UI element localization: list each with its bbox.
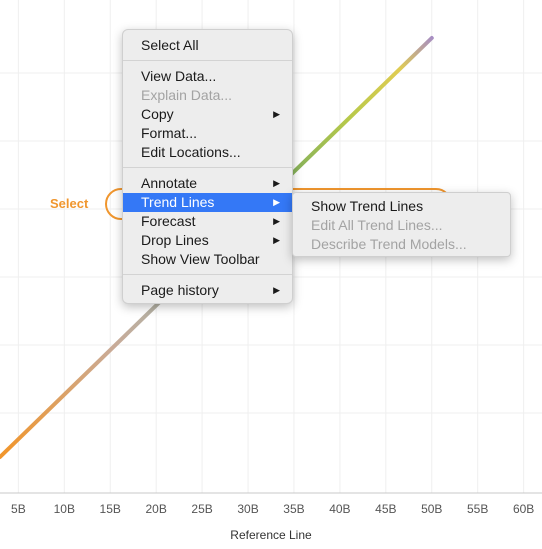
menu-item-show-trend-lines[interactable]: Show Trend Lines	[293, 197, 510, 216]
menu-item-label: Describe Trend Models...	[311, 236, 467, 252]
menu-item-label: Show View Toolbar	[141, 251, 260, 267]
x-axis-title: Reference Line	[230, 528, 312, 542]
x-tick-label: 5B	[11, 502, 26, 516]
menu-item-label: Copy	[141, 106, 174, 122]
menu-item-label: Page history	[141, 282, 219, 298]
menu-item-page-history[interactable]: Page history ▶	[123, 281, 292, 300]
menu-item-label: Forecast	[141, 213, 196, 229]
context-menu: Select All View Data... Explain Data... …	[122, 29, 293, 304]
menu-separator	[123, 60, 292, 61]
menu-item-copy[interactable]: Copy ▶	[123, 105, 292, 124]
submenu-arrow-icon: ▶	[273, 178, 280, 188]
submenu-arrow-icon: ▶	[273, 235, 280, 245]
x-tick-label: 45B	[375, 502, 397, 516]
x-tick-label: 15B	[99, 502, 121, 516]
menu-item-label: Edit Locations...	[141, 144, 241, 160]
trend-lines-submenu: Show Trend Lines Edit All Trend Lines...…	[292, 192, 511, 257]
select-callout-label: Select	[50, 196, 89, 211]
menu-item-format[interactable]: Format...	[123, 124, 292, 143]
x-tick-label: 40B	[329, 502, 351, 516]
submenu-arrow-icon: ▶	[273, 285, 280, 295]
submenu-arrow-icon: ▶	[273, 216, 280, 226]
menu-item-drop-lines[interactable]: Drop Lines ▶	[123, 231, 292, 250]
x-tick-label: 25B	[191, 502, 213, 516]
menu-item-trend-lines[interactable]: Trend Lines ▶	[123, 193, 292, 212]
menu-item-label: Annotate	[141, 175, 198, 191]
x-tick-label: 55B	[467, 502, 489, 516]
submenu-arrow-icon: ▶	[273, 109, 280, 119]
menu-item-label: Edit All Trend Lines...	[311, 217, 443, 233]
menu-item-label: Select All	[141, 37, 199, 53]
menu-item-view-data[interactable]: View Data...	[123, 67, 292, 86]
menu-item-label: Format...	[141, 125, 198, 141]
menu-item-explain-data: Explain Data...	[123, 86, 292, 105]
menu-separator	[123, 274, 292, 275]
menu-item-label: Trend Lines	[141, 194, 215, 210]
menu-item-show-view-toolbar[interactable]: Show View Toolbar	[123, 250, 292, 269]
menu-item-annotate[interactable]: Annotate ▶	[123, 174, 292, 193]
menu-item-label: Drop Lines	[141, 232, 209, 248]
x-tick-label: 10B	[53, 502, 75, 516]
menu-item-select-all[interactable]: Select All	[123, 36, 292, 55]
x-tick-label: 20B	[145, 502, 167, 516]
menu-item-forecast[interactable]: Forecast ▶	[123, 212, 292, 231]
submenu-arrow-icon: ▶	[273, 197, 280, 207]
x-tick-label: 50B	[421, 502, 443, 516]
x-tick-label: 60B	[512, 502, 535, 516]
menu-item-label: Show Trend Lines	[311, 198, 424, 214]
menu-item-label: Explain Data...	[141, 87, 233, 103]
menu-item-describe-trend-models: Describe Trend Models...	[293, 235, 510, 254]
menu-item-label: View Data...	[141, 68, 217, 84]
menu-item-edit-locations[interactable]: Edit Locations...	[123, 143, 292, 162]
x-tick-label: 30B	[237, 502, 259, 516]
menu-item-edit-all-trend-lines: Edit All Trend Lines...	[293, 216, 510, 235]
x-tick-label: 35B	[283, 502, 305, 516]
menu-separator	[123, 167, 292, 168]
